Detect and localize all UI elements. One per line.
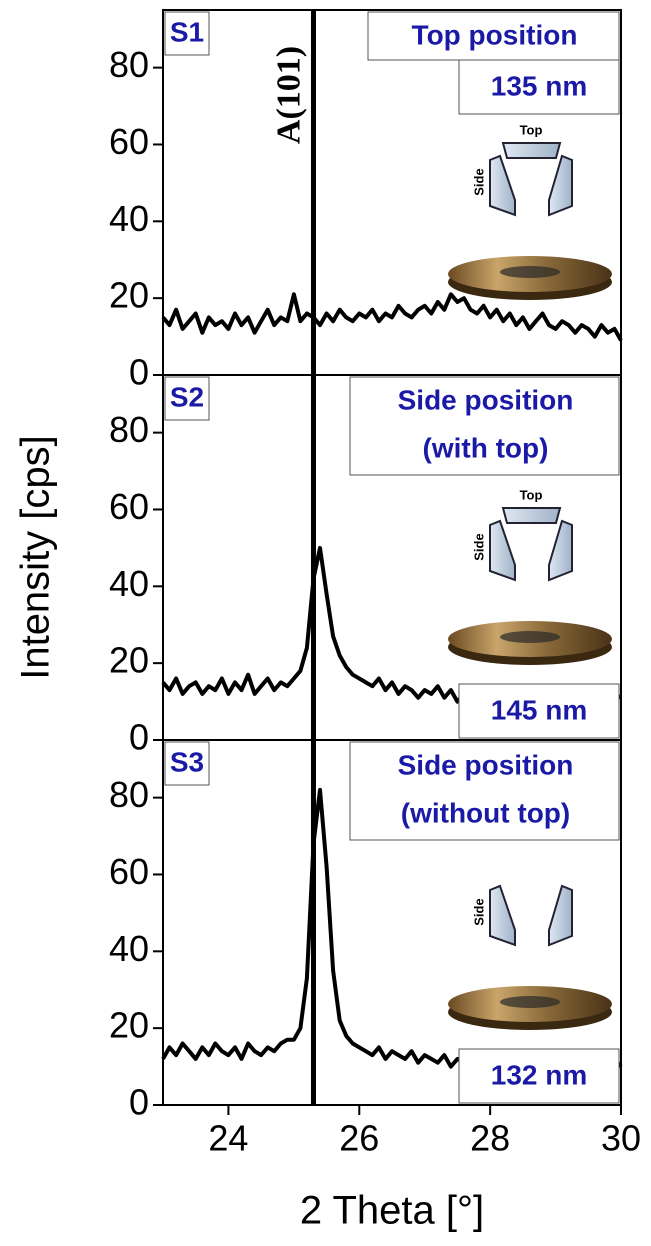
thickness-box: [458, 683, 620, 739]
disc-center: [500, 996, 560, 1008]
annotation-box: [349, 376, 620, 476]
icon-side-right: [548, 884, 573, 947]
icon-side-right: [548, 519, 573, 582]
label-box: [164, 11, 210, 56]
label-box: [164, 376, 210, 421]
thickness: 145 nm: [491, 694, 588, 725]
icon-side-left: [489, 884, 516, 947]
icon-top-plate: [501, 142, 562, 159]
x-tick-label: 24: [208, 1118, 248, 1159]
x-axis-label: 2 Theta [°]: [300, 1189, 484, 1233]
annotation-box: [349, 741, 620, 841]
data-line: [161, 292, 623, 342]
y-tick-label: 20: [109, 275, 149, 316]
icon-top-plate: [501, 507, 562, 524]
icon-side-left: [489, 519, 516, 582]
annotation: (with top): [423, 432, 549, 463]
y-tick-label: 40: [109, 198, 149, 239]
y-tick-label: 0: [129, 717, 149, 758]
y-tick-label: 80: [109, 774, 149, 815]
annotation: Side position: [398, 749, 574, 780]
disc-center: [500, 266, 560, 278]
label-box: [164, 741, 210, 786]
icon-side-right: [548, 154, 573, 217]
icon-side-label: Side: [471, 533, 486, 560]
thickness-box: [458, 1048, 620, 1104]
y-tick-label: 20: [109, 640, 149, 681]
y-tick-label: 20: [109, 1005, 149, 1046]
panel-frame: [162, 739, 622, 1106]
y-tick-label: 40: [109, 928, 149, 969]
annotation: Side position: [398, 384, 574, 415]
disc-center: [500, 631, 560, 643]
annotation: (without top): [401, 797, 570, 828]
x-tick-label: 26: [339, 1118, 379, 1159]
panel-label: S2: [170, 381, 204, 412]
reference-label: A(101): [270, 46, 307, 144]
icon-top-label: Top: [520, 122, 543, 137]
panel-label: S3: [170, 746, 204, 777]
y-tick-label: 60: [109, 851, 149, 892]
icon-side-label: Side: [471, 168, 486, 195]
y-axis-label: Intensity [cps]: [14, 435, 58, 680]
icon-side-left: [489, 154, 516, 217]
y-tick-label: 80: [109, 44, 149, 85]
icon-top-label: Top: [520, 487, 543, 502]
annotation-box: [367, 11, 620, 61]
icon-side-label: Side: [471, 898, 486, 925]
x-tick-label: 28: [470, 1118, 510, 1159]
annotation: Top position: [412, 19, 578, 50]
x-tick-label: 30: [601, 1118, 641, 1159]
thickness: 132 nm: [491, 1059, 588, 1090]
y-tick-label: 60: [109, 486, 149, 527]
y-tick-label: 60: [109, 121, 149, 162]
panel-label: S1: [170, 16, 204, 47]
thickness-box: [458, 59, 620, 115]
thickness: 135 nm: [491, 70, 588, 101]
y-tick-label: 0: [129, 352, 149, 393]
y-tick-label: 0: [129, 1082, 149, 1123]
y-tick-label: 40: [109, 563, 149, 604]
y-tick-label: 80: [109, 409, 149, 450]
